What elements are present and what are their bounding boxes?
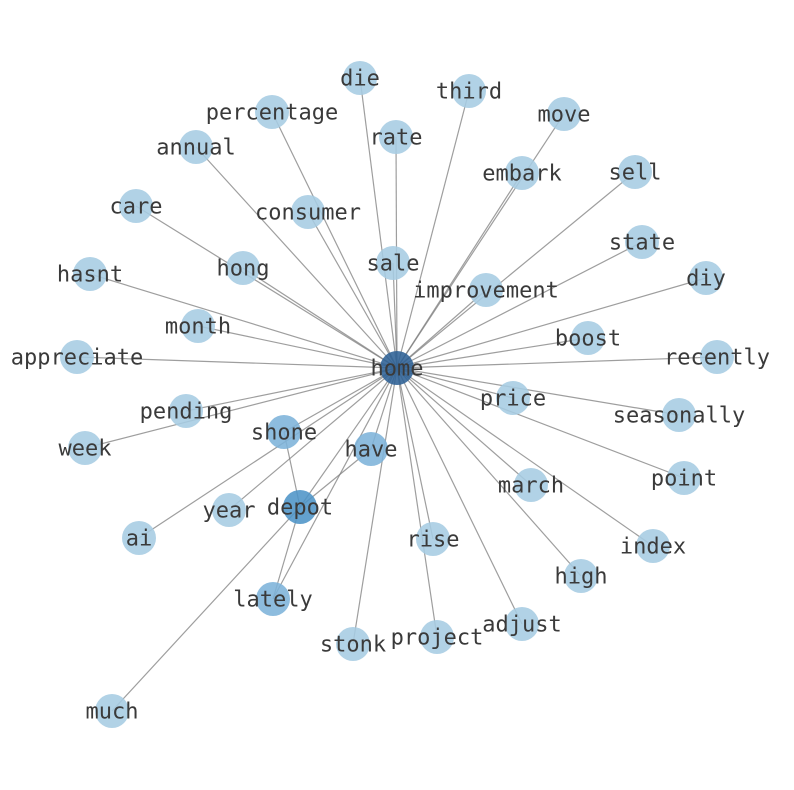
node-recently [700, 340, 734, 374]
node-move [547, 97, 581, 131]
edge-home-pending [185, 367, 398, 412]
edge-home-adjust [396, 367, 523, 625]
edge-home-boost [396, 337, 589, 369]
node-week [68, 431, 102, 465]
node-have [354, 432, 388, 466]
node-seasonally [662, 398, 696, 432]
edge-home-embark [396, 172, 523, 369]
edge-home-price [396, 367, 514, 399]
node-point [667, 461, 701, 495]
node-annual [179, 130, 213, 164]
node-rate [379, 120, 413, 154]
node-consumer [291, 195, 325, 229]
edge-home-diy [396, 277, 707, 369]
node-third [452, 74, 486, 108]
node-diy [689, 261, 723, 295]
node-shone [267, 415, 301, 449]
edge-home-lately [272, 367, 398, 600]
node-year [212, 493, 246, 527]
edge-home-hasnt [89, 273, 398, 369]
node-lately [256, 582, 290, 616]
edge-home-index [396, 367, 654, 547]
node-percentage [255, 95, 289, 129]
node-care [119, 189, 153, 223]
edge-home-improvement [396, 289, 487, 369]
node-month [181, 309, 215, 343]
edge-home-annual [195, 146, 398, 369]
edge-home-die [359, 77, 398, 369]
edge-depot-much [111, 506, 301, 712]
edges-layer [76, 77, 718, 712]
edge-home-state [396, 241, 643, 369]
node-project [420, 620, 454, 654]
edge-home-consumer [307, 211, 398, 369]
node-improvement [469, 273, 503, 307]
edge-home-care [135, 205, 398, 369]
edge-home-third [396, 90, 470, 369]
edge-home-appreciate [76, 356, 398, 369]
nodes-layer [60, 61, 734, 728]
edge-home-week [84, 367, 398, 449]
node-sale [376, 246, 410, 280]
edge-home-stonk [352, 367, 398, 645]
edge-home-recently [396, 356, 718, 369]
node-rise [416, 522, 450, 556]
edge-home-hong [242, 267, 398, 369]
edge-home-sale [392, 262, 398, 369]
edge-home-month [197, 325, 398, 369]
edge-home-percentage [271, 111, 398, 369]
node-ai [122, 521, 156, 555]
node-stonk [336, 627, 370, 661]
edge-home-march [396, 367, 532, 486]
node-adjust [505, 607, 539, 641]
node-appreciate [60, 340, 94, 374]
edge-home-point [396, 367, 685, 479]
edge-home-high [396, 367, 582, 577]
edge-home-rise [396, 367, 434, 540]
edge-home-year [228, 367, 398, 511]
edge-home-project [396, 367, 438, 638]
edge-home-seasonally [396, 367, 680, 416]
node-index [636, 529, 670, 563]
node-state [625, 225, 659, 259]
edge-home-depot [299, 367, 398, 508]
node-embark [505, 156, 539, 190]
node-much [95, 694, 129, 728]
edge-home-shone [283, 367, 398, 433]
node-depot [283, 490, 317, 524]
node-pending [169, 394, 203, 428]
node-home [380, 351, 414, 385]
node-boost [571, 321, 605, 355]
node-price [496, 381, 530, 415]
node-hong [226, 251, 260, 285]
node-die [343, 61, 377, 95]
node-march [514, 468, 548, 502]
edge-home-ai [138, 367, 398, 539]
node-hasnt [73, 257, 107, 291]
edge-home-sell [396, 171, 636, 369]
node-high [564, 559, 598, 593]
node-sell [618, 155, 652, 189]
